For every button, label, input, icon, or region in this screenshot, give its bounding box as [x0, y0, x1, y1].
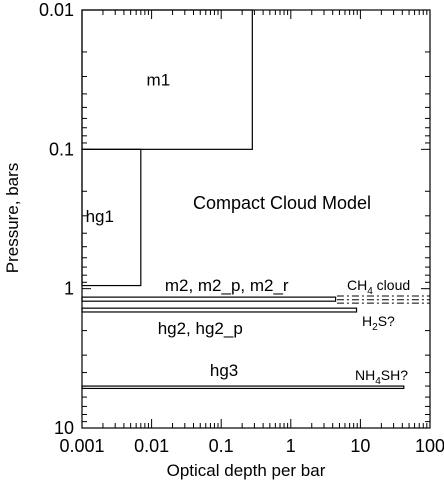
ch4-cloud-lines — [336, 295, 430, 304]
annotation-h2s-pre: H — [362, 313, 372, 329]
layer-label-m2-m2-p-m2-r: m2, m2_p, m2_r — [165, 276, 289, 295]
annotation-nh4sh-pre: NH — [355, 367, 375, 383]
layer-label-m1: m1 — [147, 71, 171, 90]
y-tick-label: 0.01 — [39, 0, 74, 20]
layer-label-hg1: hg1 — [86, 207, 114, 226]
annotation-ch4-sub: 4 — [367, 286, 373, 297]
layer-bar-m2-m2-p-m2-r — [81, 296, 337, 302]
annotation-nh4sh-post: SH? — [381, 367, 408, 383]
layer-label-hg3: hg3 — [210, 361, 238, 380]
axis-ticks — [81, 9, 431, 429]
x-tick-label: 0.001 — [59, 436, 104, 456]
x-tick-label: 1 — [286, 436, 296, 456]
x-tick-label: 0.01 — [134, 436, 169, 456]
chart-title: Compact Cloud Model — [193, 193, 371, 213]
annotation-nh4sh: NH4SH? — [355, 367, 408, 387]
cloud-layer-labels: m1 hg1 m2, m2_p, m2_r hg2, hg2_p hg3 — [86, 71, 289, 380]
annotation-h2s-sub: 2 — [372, 322, 378, 333]
layer-bar-hg3 — [81, 385, 405, 390]
annotation-h2s-post: S? — [378, 313, 395, 329]
x-tick-label: 100 — [415, 436, 444, 456]
y-tick-label: 0.1 — [49, 139, 74, 159]
y-axis-label: Pressure, bars — [3, 163, 22, 274]
plot-frame — [81, 9, 431, 429]
annotation-ch4-pre: CH — [347, 277, 367, 293]
x-tick-label: 10 — [350, 436, 370, 456]
y-tick-label: 10 — [54, 418, 74, 438]
annotation-ch4-post: cloud — [373, 277, 410, 293]
x-tick-label: 0.1 — [209, 436, 234, 456]
layer-label-hg2-hg2-p: hg2, hg2_p — [158, 319, 243, 338]
annotation-h2s: H2S? — [362, 313, 395, 333]
y-tick-label: 1 — [64, 279, 74, 299]
tick-labels: 0.001 0.01 0.1 1 10 100 0.01 0.1 1 10 — [39, 0, 444, 456]
layer-bar-hg2-hg2-p — [81, 307, 358, 313]
annotation-nh4sh-sub: 4 — [375, 376, 381, 387]
annotation-ch4-cloud: CH4 cloud — [347, 277, 410, 297]
x-axis-label: Optical depth per bar — [167, 461, 326, 480]
